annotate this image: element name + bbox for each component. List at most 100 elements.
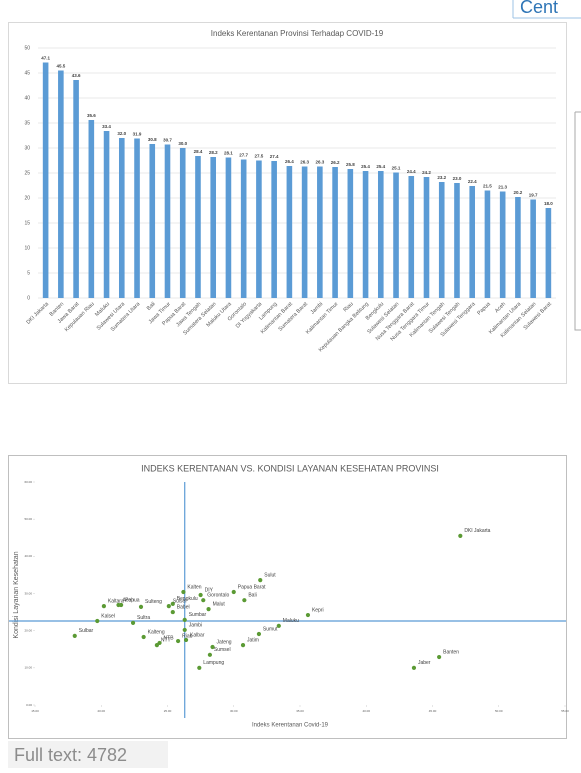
y-tick-label: 50 — [24, 45, 30, 51]
y-tick-label: 30 — [24, 145, 30, 151]
point — [458, 533, 463, 538]
y-tick-label: 0.00 — [26, 703, 32, 707]
x-tick-label: Bali — [146, 301, 157, 312]
point — [72, 633, 77, 638]
bar — [149, 144, 156, 298]
bar — [103, 131, 110, 298]
bar — [164, 144, 171, 298]
bar — [118, 138, 125, 298]
y-tick-label: 20.00 — [24, 628, 32, 632]
value-label: 21.5 — [483, 184, 492, 189]
value-label: 25.4 — [376, 164, 385, 169]
y-tick-label: 25 — [24, 170, 30, 176]
point — [231, 589, 236, 595]
value-label: 24.4 — [407, 169, 416, 174]
value-label: 27.7 — [239, 153, 248, 158]
y-tick-label: 30.00 — [24, 591, 32, 595]
point-label: Bali — [248, 593, 256, 599]
point — [176, 638, 181, 644]
point-label: Sulbar — [79, 628, 94, 634]
point-label: Papua Barat — [238, 584, 266, 590]
value-label: 23.2 — [437, 175, 446, 180]
point — [182, 627, 187, 633]
x-tick-label: 40.00 — [362, 709, 370, 713]
bar — [42, 62, 49, 298]
bar — [438, 182, 445, 298]
bar — [317, 166, 323, 298]
point-label: Maluku — [283, 618, 299, 624]
point — [95, 618, 100, 624]
value-label: 45.5 — [56, 64, 65, 69]
point-label: Sumsel — [214, 647, 231, 653]
point — [166, 604, 171, 609]
point — [240, 643, 246, 648]
bar — [225, 157, 232, 298]
x-axis-label: Indeks Kerentanan Covid-19 — [252, 723, 329, 729]
point — [116, 602, 121, 608]
point — [411, 665, 417, 670]
y-tick-label: 10.00 — [24, 666, 32, 670]
point — [182, 617, 187, 622]
y-tick-label: 35 — [24, 120, 30, 126]
value-label: 25.1 — [392, 166, 401, 171]
value-label: 21.3 — [498, 185, 507, 190]
value-label: 33.4 — [102, 124, 111, 129]
point-label: Sultra — [137, 615, 150, 621]
point — [170, 609, 175, 615]
chart-title: INDEKS KERENTANAN VS. KONDISI LAYANAN KE… — [141, 463, 439, 473]
point-label: Kaltara — [108, 598, 124, 604]
value-label: 24.2 — [422, 170, 431, 175]
point-label: Aceh — [122, 597, 134, 603]
value-label: 20.2 — [514, 190, 523, 195]
value-label: 30.7 — [163, 138, 172, 143]
footer-box — [8, 741, 168, 768]
point — [197, 665, 202, 670]
chart-title: Indeks Kerentanan Provinsi Terhadap COVI… — [211, 29, 384, 38]
point-label: Kalbar — [190, 632, 205, 638]
point — [170, 601, 175, 607]
bar — [408, 176, 415, 298]
side-frame — [574, 111, 581, 331]
bar — [499, 191, 506, 298]
value-label: 26.2 — [331, 160, 340, 165]
point — [437, 654, 442, 660]
bar — [210, 157, 217, 298]
bar — [469, 186, 476, 298]
point-label: DKI Jakarta — [464, 528, 490, 534]
point — [276, 623, 281, 628]
bar — [393, 172, 399, 298]
bar — [530, 199, 536, 298]
point-label: Sulsel — [173, 598, 187, 604]
value-label: 25.8 — [346, 162, 355, 167]
point-label: Malut — [213, 601, 226, 607]
point-label: Kepri — [312, 607, 324, 613]
y-axis-label: Kondisi Layanan Kesehatan — [13, 551, 20, 638]
bar — [256, 160, 262, 298]
bar — [271, 161, 277, 298]
bar — [195, 156, 201, 298]
y-tick-label: 40.00 — [24, 554, 32, 558]
value-label: 28.4 — [194, 149, 203, 154]
y-tick-label: 0 — [27, 295, 30, 301]
value-label: 26.4 — [285, 159, 294, 164]
bar — [73, 80, 79, 298]
bar — [545, 208, 552, 298]
point-label: DIY — [205, 587, 214, 593]
point-label: Kalten — [187, 584, 201, 590]
bar — [240, 159, 247, 298]
point — [201, 598, 206, 603]
bar — [179, 148, 186, 298]
point-label: Jambi — [189, 622, 202, 628]
bar — [423, 177, 430, 298]
y-tick-label: 50.00 — [24, 517, 32, 521]
point — [138, 604, 144, 609]
point — [181, 589, 186, 595]
value-label: 30.0 — [178, 141, 187, 146]
header-fragment: Cent — [520, 0, 558, 17]
bar — [362, 171, 369, 298]
y-tick-label: 5 — [27, 270, 30, 276]
point-label: Riau — [182, 633, 193, 639]
bar — [134, 138, 140, 298]
bar — [484, 190, 491, 298]
bar — [301, 166, 308, 298]
